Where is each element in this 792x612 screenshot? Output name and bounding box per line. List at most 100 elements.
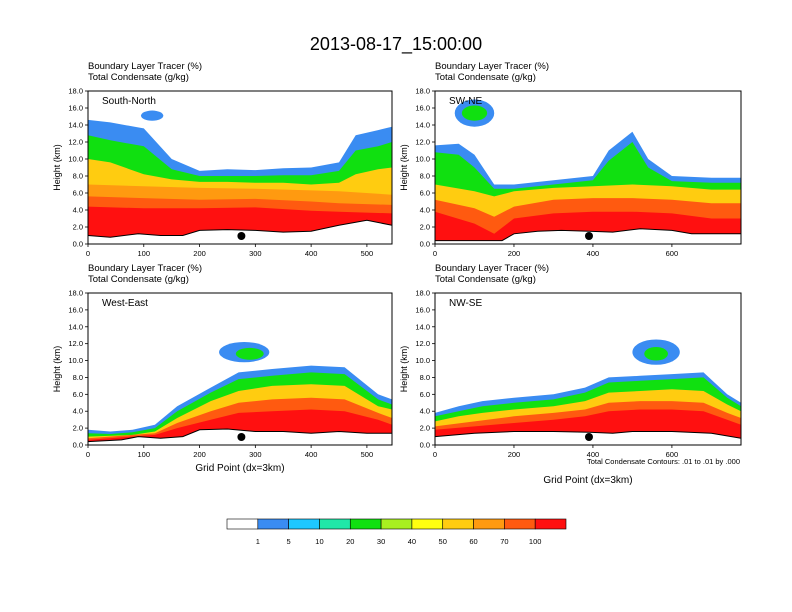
colorbar-label: 40: [408, 537, 416, 546]
plot-area: [435, 91, 741, 244]
y-axis-label: Height (km): [399, 346, 409, 393]
location-marker: [584, 232, 593, 240]
subtitle-condensate: Total Condensate (g/kg): [435, 72, 536, 83]
x-tick-label: 100: [138, 450, 151, 459]
y-tick-label: 12.0: [68, 138, 83, 147]
colorbar-label: 100: [529, 537, 542, 546]
y-tick-label: 4.0: [73, 407, 83, 416]
y-tick-label: 12.0: [415, 339, 430, 348]
figure-title: 2013-08-17_15:00:00: [310, 34, 482, 55]
plot-frame: [87, 90, 393, 245]
terrain-line: [88, 219, 392, 238]
y-tick-label: 10.0: [68, 155, 83, 164]
colorbar-swatch: [442, 518, 474, 530]
y-tick-label: 18.0: [415, 289, 430, 298]
y-tick-label: 16.0: [68, 305, 83, 314]
colorbar-swatch: [473, 518, 505, 530]
y-tick-label: 0.0: [73, 441, 83, 450]
y-tick-label: 10.0: [415, 356, 430, 365]
tracer-blob-20: [644, 347, 668, 361]
x-tick-label: 0: [433, 450, 437, 459]
x-tick-label: 200: [508, 450, 521, 459]
y-tick-label: 8.0: [73, 373, 83, 382]
panel-label: NW-SE: [449, 298, 482, 309]
y-tick-label: 6.0: [73, 390, 83, 399]
y-tick-label: 12.0: [68, 339, 83, 348]
y-tick-label: 10.0: [415, 155, 430, 164]
x-tick-label: 500: [361, 249, 374, 258]
y-axis-label: Height (km): [52, 346, 62, 393]
y-tick-label: 14.0: [68, 322, 83, 331]
y-tick-label: 8.0: [420, 373, 430, 382]
x-tick-label: 600: [666, 450, 679, 459]
x-tick-label: 400: [305, 249, 318, 258]
y-tick-label: 14.0: [415, 121, 430, 130]
colorbar-swatch: [380, 518, 413, 530]
plot-frame: [434, 90, 742, 245]
colorbar-label: 70: [500, 537, 508, 546]
colorbar-label: 30: [377, 537, 385, 546]
y-axis-label: Height (km): [399, 144, 409, 191]
tracer-blob-20: [461, 105, 488, 121]
terrain-line: [435, 228, 741, 242]
colorbar-label: 5: [287, 537, 291, 546]
x-tick-label: 200: [508, 249, 521, 258]
colorbar-swatch: [534, 518, 567, 530]
x-tick-label: 400: [305, 450, 318, 459]
colorbar-swatch: [257, 518, 289, 530]
x-tick-label: 200: [193, 249, 206, 258]
x-tick-label: 600: [666, 249, 679, 258]
colorbar: 1 5 10 20 30 40 50 60 70 100: [226, 518, 567, 546]
panel-label: SW-NE: [449, 96, 482, 107]
y-tick-label: 18.0: [68, 87, 83, 96]
subtitle-condensate: Total Condensate (g/kg): [88, 274, 189, 285]
colorbar-label: 10: [315, 537, 323, 546]
panel-west-east: 0.0 2.0 4.0 6.0 8.0 10.0 12.0 14.0 16.0 18.0 0 100 2…: [52, 263, 393, 474]
contour-note: Total Condensate Contours: .01 to .01 by…: [587, 457, 740, 466]
subtitle-tracer: Boundary Layer Tracer (%): [435, 61, 549, 72]
panels: 0.0 2.0 4.0 6.0 8.0 10.0 12.0 14.0 16.0 18.0 0 100 2…: [52, 61, 742, 486]
x-tick-label: 0: [86, 249, 90, 258]
tracer-blob-1: [140, 110, 164, 121]
y-tick-label: 6.0: [73, 189, 83, 198]
y-tick-label: 10.0: [68, 356, 83, 365]
y-tick-label: 16.0: [415, 104, 430, 113]
y-tick-label: 12.0: [415, 138, 430, 147]
subtitle-condensate: Total Condensate (g/kg): [435, 274, 536, 285]
tracer-blob-20: [235, 347, 264, 360]
terrain-line: [435, 431, 741, 439]
subtitle-tracer: Boundary Layer Tracer (%): [435, 263, 549, 274]
plot-frame: [87, 292, 393, 446]
plot-area: [88, 293, 392, 445]
x-axis-label: Grid Point (dx=3km): [543, 475, 632, 486]
y-tick-label: 18.0: [68, 289, 83, 298]
y-tick-label: 6.0: [420, 390, 430, 399]
y-tick-label: 2.0: [73, 223, 83, 232]
y-tick-label: 4.0: [73, 206, 83, 215]
x-tick-label: 400: [587, 249, 600, 258]
y-tick-label: 2.0: [73, 424, 83, 433]
terrain-fill: [88, 220, 392, 244]
y-tick-label: 8.0: [420, 172, 430, 181]
panel-sw-ne: 0.0 2.0 4.0 6.0 8.0 10.0 12.0 14.0 16.0 18.0 0 200 4…: [399, 61, 742, 258]
x-tick-label: 100: [138, 249, 151, 258]
colorbar-swatch: [288, 518, 320, 530]
x-tick-label: 200: [193, 450, 206, 459]
y-tick-label: 18.0: [415, 87, 430, 96]
x-tick-label: 0: [86, 450, 90, 459]
subtitle-condensate: Total Condensate (g/kg): [88, 72, 189, 83]
location-marker: [584, 433, 593, 441]
y-tick-label: 0.0: [420, 240, 430, 249]
colorbar-label: 50: [439, 537, 447, 546]
x-tick-label: 0: [433, 249, 437, 258]
y-tick-label: 16.0: [68, 104, 83, 113]
x-tick-label: 500: [361, 450, 374, 459]
panel-nw-se: 0.0 2.0 4.0 6.0 8.0 10.0 12.0 14.0 16.0 18.0 0 200 4…: [399, 263, 742, 486]
y-tick-label: 14.0: [68, 121, 83, 130]
plot-area: [88, 91, 392, 244]
y-tick-label: 8.0: [73, 172, 83, 181]
y-tick-label: 2.0: [420, 424, 430, 433]
y-tick-label: 14.0: [415, 322, 430, 331]
y-tick-label: 4.0: [420, 206, 430, 215]
